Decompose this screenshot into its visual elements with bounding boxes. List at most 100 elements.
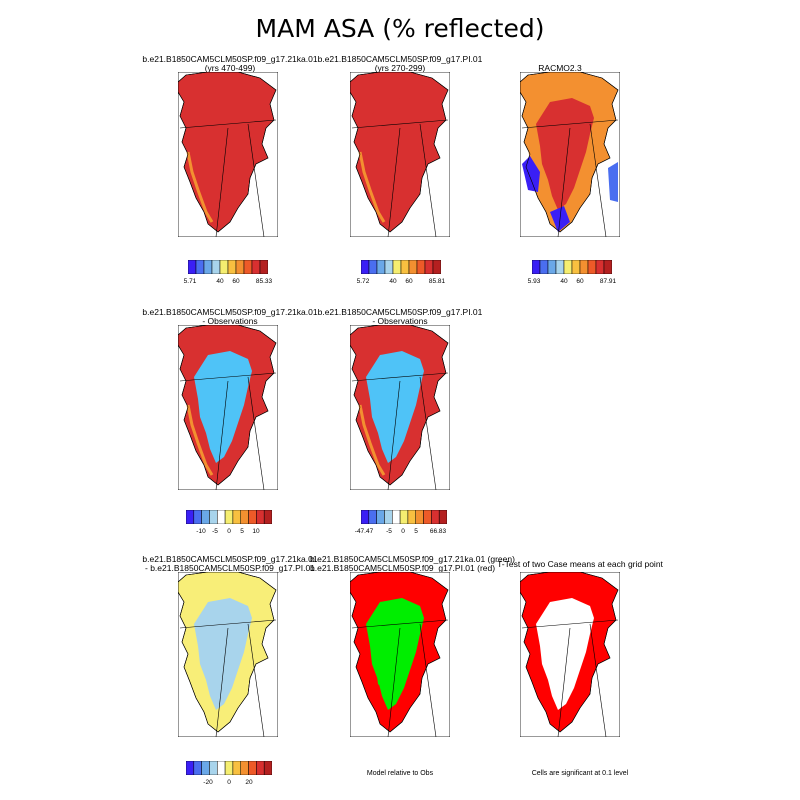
panel-title-case1-obs: b.e21.B1850CAM5CLM50SP.f09_g17.21ka.01 -… — [140, 308, 320, 326]
colorbar-label: 0 — [401, 528, 405, 535]
panel-title-line: b.e21.B1850CAM5CLM50SP.f09_g17.PI.01 — [317, 54, 483, 64]
colorbar-label: 66.83 — [429, 528, 447, 535]
colorbar-cell — [532, 260, 541, 274]
colorbar-cell — [563, 260, 573, 274]
colorbar-label: 0 — [227, 528, 231, 535]
longitude-line — [589, 623, 607, 737]
panel-title-line: - Observations — [202, 316, 258, 326]
panel-title-line: - Observations — [372, 316, 428, 326]
colorbar-cell — [415, 510, 424, 524]
latitude-line — [179, 619, 277, 629]
interior-region — [366, 98, 424, 210]
colorbar-cell — [186, 761, 195, 775]
interior-region — [536, 598, 594, 710]
colorbar-cell — [438, 510, 447, 524]
margin-band — [358, 151, 386, 223]
colorbar-cell — [195, 260, 205, 274]
colorbar-cell — [547, 260, 557, 274]
coastline — [178, 72, 277, 233]
colorbar-cell — [256, 510, 265, 524]
colorbar-obs — [532, 260, 612, 274]
colorbar-cell — [188, 260, 197, 274]
margin-band — [358, 404, 386, 476]
colorbar-cell — [263, 510, 272, 524]
map-case2-minus-obs — [350, 325, 450, 490]
colorbar-cell — [392, 260, 402, 274]
panel-title-case1: b.e21.B1850CAM5CLM50SP.f09_g17.21ka.01 (… — [140, 55, 320, 73]
figure-title: MAM ASA (% reflected) — [255, 14, 545, 43]
colorbar-cell — [368, 260, 378, 274]
colorbar-label: 85.81 — [428, 278, 446, 285]
longitude-line — [387, 627, 401, 737]
colorbar-cell — [361, 260, 370, 274]
coastline — [178, 325, 277, 486]
coastline — [350, 72, 449, 233]
map-model-relative — [350, 572, 450, 737]
interior-region — [366, 351, 424, 463]
colorbar-cell — [240, 761, 249, 775]
colorbar-label: 60 — [576, 278, 584, 285]
interior-region — [194, 98, 252, 210]
colorbar-cell — [193, 510, 202, 524]
colorbar-cell — [408, 260, 418, 274]
panel-title-case2-obs: b.e21.B1850CAM5CLM50SP.f09_g17.PI.01 - O… — [310, 308, 490, 326]
colorbar-cell — [203, 260, 213, 274]
colorbar-label: 5 — [240, 528, 244, 535]
colorbar-cell — [217, 761, 226, 775]
colorbar-label: 40 — [560, 278, 568, 285]
longitude-line — [247, 123, 265, 237]
colorbar-cell — [361, 510, 370, 524]
longitude-line — [215, 380, 229, 490]
colorbar-cell — [376, 260, 386, 274]
colorbar-cell — [368, 510, 377, 524]
longitude-line — [215, 627, 229, 737]
panel-title-line: b.e21.B1850CAM5CLM50SP.f09_g17.21ka.01 — [142, 307, 318, 317]
colorbar-cell — [201, 761, 210, 775]
panel-title-obs: RACMO2.3 — [490, 64, 630, 73]
coastline — [178, 572, 277, 733]
low-albedo-patch — [608, 162, 618, 202]
colorbar-cell — [432, 260, 441, 274]
panel-title-line: (yrs 270-299) — [374, 63, 426, 73]
longitude-line — [247, 623, 265, 737]
colorbar-label: 0 — [227, 779, 231, 786]
colorbar-label: -5 — [386, 528, 392, 535]
colorbar-cell — [539, 260, 549, 274]
colorbar-cell — [392, 510, 401, 524]
colorbar-label: 40 — [389, 278, 397, 285]
longitude-line — [589, 123, 607, 237]
colorbar-label: 5.93 — [527, 278, 541, 285]
colorbar-cell — [248, 510, 257, 524]
coastline — [350, 572, 449, 733]
panel-title-line: b.e21.B1850CAM5CLM50SP.f09_g17.21ka.01 — [142, 54, 318, 64]
longitude-line — [557, 627, 571, 737]
colorbar-label: 87.91 — [599, 278, 617, 285]
colorbar-cell — [248, 761, 257, 775]
colorbar-cell — [595, 260, 605, 274]
colorbar-cell — [224, 510, 234, 524]
latitude-line — [179, 119, 277, 129]
colorbar-label: -20 — [203, 779, 213, 786]
colorbar-cell — [209, 761, 218, 775]
colorbar-cell — [376, 510, 385, 524]
panel-title-case2: b.e21.B1850CAM5CLM50SP.f09_g17.PI.01 (yr… — [310, 55, 490, 73]
colorbar-label: 5.72 — [356, 278, 370, 285]
colorbar-cell — [211, 260, 221, 274]
panel-title-line: b.e21.B1850CAM5CLM50SP.f09_g17.21ka.01 (… — [310, 554, 515, 564]
coastline — [520, 572, 619, 733]
margin-band — [186, 151, 214, 223]
panel-title-line: b.e21.B1850CAM5CLM50SP.f09_g17.PI.01 (re… — [310, 563, 496, 573]
longitude-line — [557, 127, 571, 237]
map-t-test — [520, 572, 620, 737]
colorbar-cell — [423, 510, 432, 524]
map-case2 — [350, 72, 450, 237]
longitude-line — [387, 127, 401, 237]
interior-region — [194, 351, 252, 463]
colorbar-label: 5.71 — [183, 278, 197, 285]
colorbar-label: 20 — [245, 779, 253, 786]
map-case1-minus-obs — [178, 325, 278, 490]
longitude-line — [215, 127, 229, 237]
latitude-line — [521, 119, 619, 129]
caption-model-relative: Model relative to Obs — [366, 770, 434, 777]
colorbar-cell — [193, 761, 202, 775]
